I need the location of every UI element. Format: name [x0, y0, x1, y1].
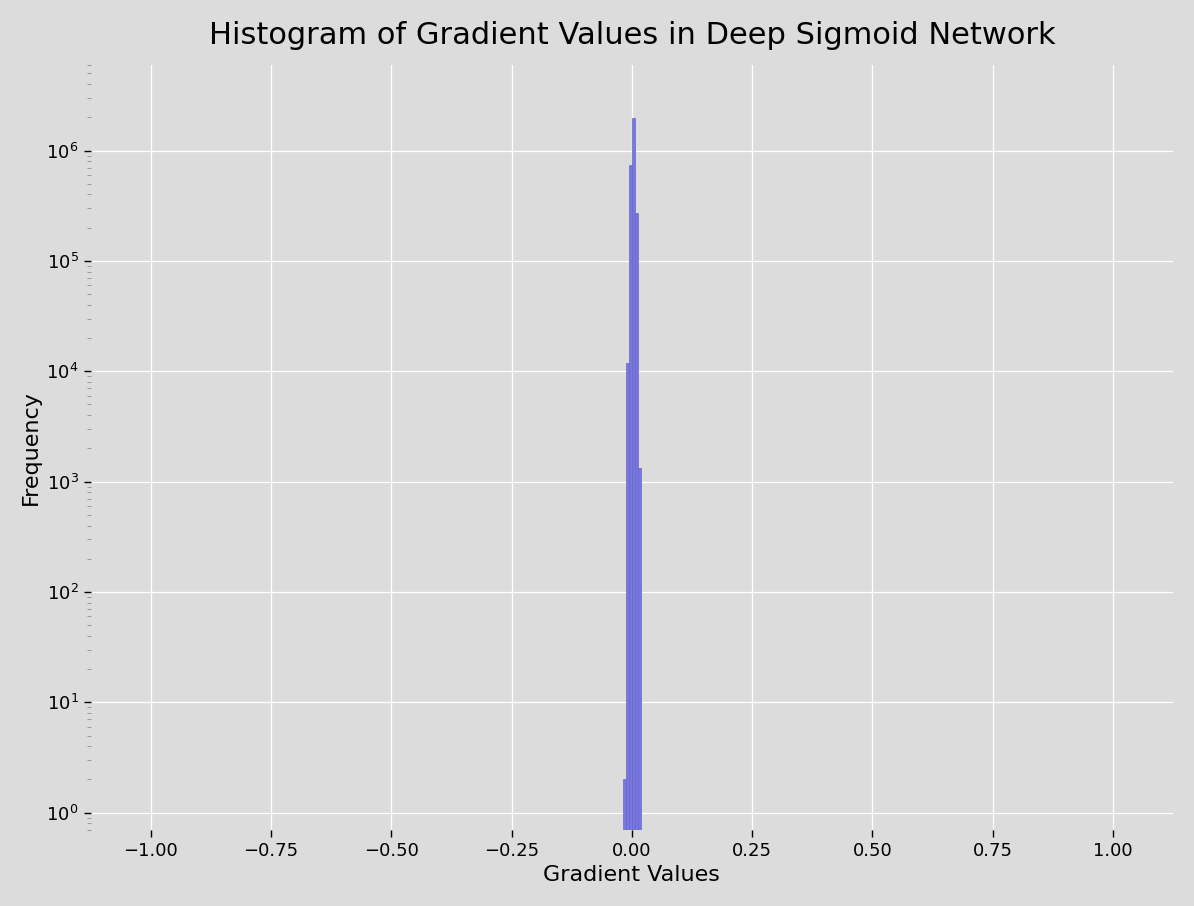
Y-axis label: Frequency: Frequency: [20, 390, 41, 505]
Bar: [623, 779, 626, 906]
Bar: [638, 468, 640, 906]
Bar: [626, 363, 629, 906]
Title: Histogram of Gradient Values in Deep Sigmoid Network: Histogram of Gradient Values in Deep Sig…: [209, 21, 1055, 50]
X-axis label: Gradient Values: Gradient Values: [543, 865, 720, 885]
Bar: [629, 165, 632, 906]
Bar: [635, 213, 638, 906]
Bar: [632, 118, 635, 906]
